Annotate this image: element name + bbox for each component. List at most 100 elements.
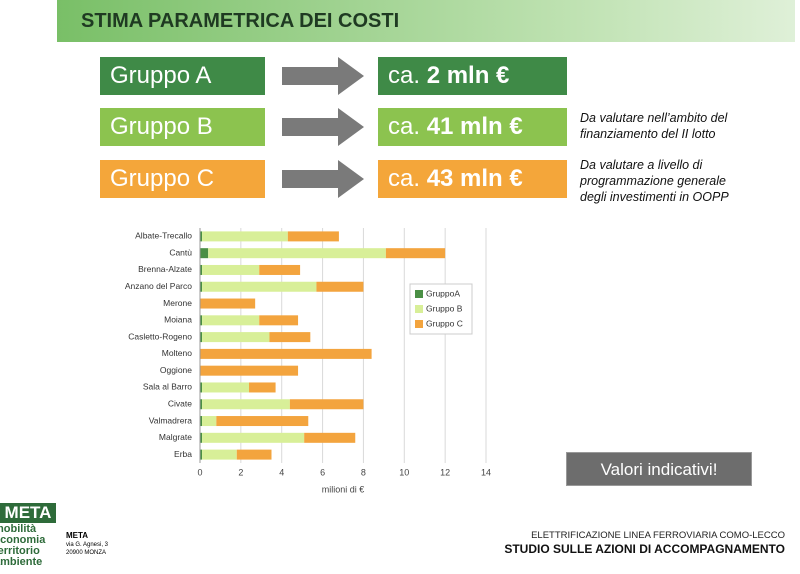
org: META [66, 531, 89, 540]
note-line: programmazione generale [580, 174, 726, 188]
category-label: Molteno [162, 348, 193, 358]
x-tick-label: 12 [440, 467, 450, 477]
arrow [282, 57, 364, 95]
bar-segment [200, 449, 203, 460]
x-tick-label: 8 [361, 467, 366, 477]
bar-segment [200, 399, 203, 410]
note: Da valutare nell’ambito del finanziamento… [580, 110, 727, 142]
bar-segment [200, 432, 203, 443]
bar-segment [316, 281, 364, 292]
legend-label: GruppoA [426, 288, 460, 298]
x-tick-label: 4 [279, 467, 284, 477]
category-label: Erba [174, 449, 192, 459]
bar-segment [202, 231, 288, 242]
tagline: mobilitàeconomiaterritorioambiente [0, 524, 45, 568]
group-estimate: ca. 2 mln € [378, 57, 567, 95]
bar-segment [200, 248, 209, 259]
title-bar: STIMA PARAMETRICA DEI COSTI [57, 0, 795, 42]
bar-segment [200, 416, 203, 427]
arrows [282, 57, 364, 198]
category-label: Brenna-Alzate [138, 264, 192, 274]
bar-segment [202, 416, 217, 427]
x-tick-label: 0 [197, 467, 202, 477]
bar-segment [200, 231, 203, 242]
bar-segment [202, 399, 290, 410]
category-label: Merone [163, 298, 192, 308]
estimate-amount: 2 mln € [426, 62, 510, 89]
bar-segment [289, 399, 364, 410]
tagline-line: economia [0, 534, 46, 546]
bar-segment [202, 281, 317, 292]
group-label: Gruppo B [100, 108, 265, 146]
tagline-line: ambiente [0, 556, 43, 568]
subtitle: STUDIO SULLE AZIONI DI ACCOMPAGNAMENTO [504, 542, 785, 556]
legend-swatch [415, 305, 423, 313]
estimate-prefix: ca. [388, 113, 421, 140]
bar-segment [202, 382, 250, 393]
estimate-prefix: ca. [388, 165, 421, 192]
category-label: Sala al Barro [143, 382, 192, 392]
estimate-prefix: ca. [388, 62, 421, 89]
category-label: Valmadrera [149, 415, 193, 425]
estimate-amount: 43 mln € [426, 165, 523, 192]
note-line: finanziamento del II lotto [580, 127, 716, 141]
logo: META [0, 503, 56, 523]
note-line: Da valutare nell’ambito del [580, 111, 728, 125]
bar-segment [202, 432, 305, 443]
bar-segment [200, 281, 203, 292]
project: ELETTRIFICAZIONE LINEA FERROVIARIA COMO-… [531, 530, 785, 541]
tagline-line: territorio [0, 545, 40, 557]
address-line: 20900 MONZA [66, 550, 107, 556]
group-estimate: ca. 41 mln € [378, 108, 567, 146]
bar-segment [200, 382, 203, 393]
group-estimate: ca. 43 mln € [378, 160, 567, 198]
estimate-amount: 41 mln € [426, 113, 523, 140]
category-label: Oggione [160, 365, 192, 375]
group-label: Gruppo C [100, 160, 265, 198]
category-label: Anzano del Parco [125, 281, 192, 291]
bar-segment [202, 264, 260, 275]
legend-swatch [415, 290, 423, 298]
tagline-line: mobilità [0, 523, 37, 535]
bar-segment [202, 449, 237, 460]
bar-segment [208, 248, 386, 259]
bar-segment [202, 332, 270, 343]
address-line: via G. Agnesi, 3 [66, 542, 109, 548]
bar-segment [200, 264, 203, 275]
bar-segment [216, 416, 309, 427]
bar-segment [259, 315, 299, 326]
bar-segment [287, 231, 339, 242]
x-tick-label: 14 [481, 467, 491, 477]
legend-label: Gruppo C [426, 318, 463, 328]
bar-segment [200, 348, 372, 359]
category-label: Moiana [164, 315, 192, 325]
legend-label: Gruppo B [426, 303, 463, 313]
bar-segment [202, 315, 260, 326]
group-label: Gruppo A [100, 57, 265, 95]
note-line: Da valutare a livello di [580, 158, 703, 172]
bar-segment [200, 332, 203, 343]
bar-segment [200, 298, 256, 309]
x-tick-label: 10 [399, 467, 409, 477]
address: via G. Agnesi, 3 20900 MONZA [66, 541, 108, 557]
bar-segment [304, 432, 356, 443]
bar-segment [200, 315, 203, 326]
category-label: Cantù [169, 247, 192, 257]
arrow [282, 160, 364, 198]
bar-segment [385, 248, 446, 259]
badge: Valori indicativi! [566, 452, 752, 486]
bar-segment [236, 449, 272, 460]
arrow [282, 108, 364, 146]
category-label: Casletto-Rogeno [128, 331, 192, 341]
bar-segment [249, 382, 276, 393]
note: Da valutare a livello di programmazione g… [580, 157, 729, 205]
category-label: Civate [168, 399, 192, 409]
bar-segment [259, 264, 301, 275]
bar-segment [269, 332, 311, 343]
bar-segment [200, 365, 299, 376]
category-label: Albate-Trecallo [135, 231, 192, 241]
x-axis-label: milioni di € [322, 484, 365, 494]
title: STIMA PARAMETRICA DEI COSTI [81, 10, 400, 32]
